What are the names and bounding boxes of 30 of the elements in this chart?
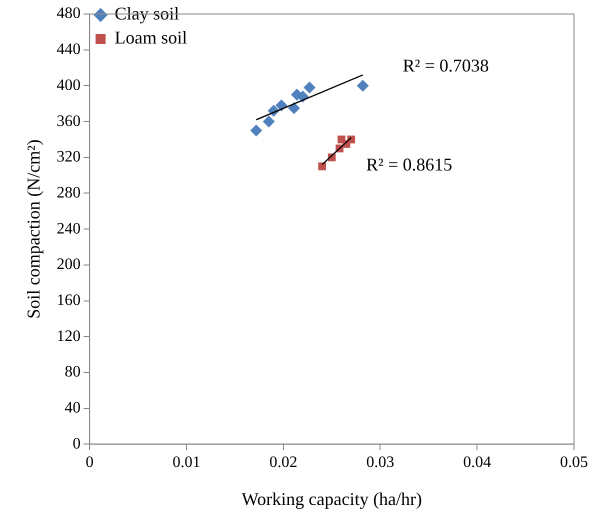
x-tick-label: 0.04	[463, 454, 492, 472]
y-tick-label: 400	[56, 76, 81, 94]
point	[318, 162, 326, 170]
y-tick-label: 40	[64, 400, 81, 417]
x-axis-title: Working capacity (ha/hr)	[242, 488, 422, 509]
legend-label: Loam soil	[114, 28, 188, 48]
point	[288, 102, 300, 114]
x-tick-label: 0	[86, 454, 94, 472]
x-tick-label: 0.01	[172, 454, 200, 472]
x-tick-label: 0.05	[560, 454, 588, 472]
y-tick-label: 360	[56, 112, 81, 130]
y-tick-label: 320	[56, 148, 81, 166]
y-tick-label: 480	[56, 5, 81, 22]
y-tick-label: 440	[56, 41, 81, 58]
x-tick-label: 0.02	[269, 454, 298, 472]
point	[250, 124, 262, 137]
x-tick-label: 0.03	[366, 454, 394, 472]
y-tick-label: 0	[72, 435, 81, 452]
point	[356, 80, 369, 92]
y-tick-label: 280	[56, 184, 81, 202]
point	[304, 81, 316, 94]
annotation: R² = 0.7038	[402, 56, 489, 76]
y-tick-label: 240	[56, 220, 81, 238]
y-tick-label: 120	[56, 328, 81, 345]
annotation: R² = 0.8615	[366, 154, 452, 174]
y-tick-label: 80	[64, 364, 81, 381]
point	[262, 116, 275, 128]
y-axis-title: Soil compaction (N/cm²)	[24, 139, 44, 319]
y-tick-label: 200	[56, 256, 81, 274]
y-tick-label: 160	[56, 292, 81, 310]
